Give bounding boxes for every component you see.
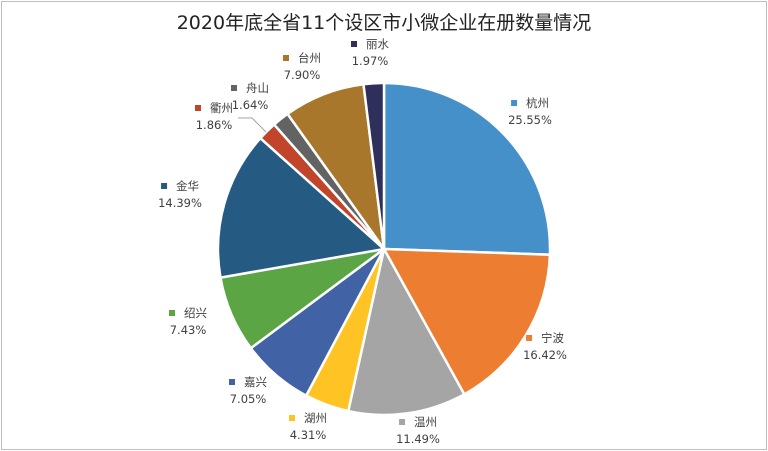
legend-marker	[283, 54, 289, 61]
category-label: 温州	[413, 415, 437, 429]
percent-label: 11.49%	[396, 432, 440, 446]
percent-label: 1.86%	[195, 118, 233, 132]
percent-label: 7.43%	[169, 323, 207, 337]
data-label: 丽水 1.97%	[351, 36, 389, 70]
legend-marker	[231, 84, 237, 91]
legend-marker	[229, 378, 235, 385]
percent-label: 16.42%	[523, 348, 567, 362]
percent-label: 1.64%	[231, 98, 269, 112]
pie-slice-2	[346, 245, 466, 417]
percent-label: 7.90%	[283, 68, 321, 82]
category-label: 丽水	[366, 37, 389, 51]
data-label: 绍兴 7.43%	[169, 305, 207, 339]
data-label: 金华 14.39%	[158, 178, 202, 212]
data-label: 湖州 4.31%	[289, 410, 327, 444]
data-label: 衢州 1.86%	[195, 100, 233, 134]
chart-title: 2020年底全省11个设区市小微企业在册数量情况	[176, 12, 592, 34]
category-label: 嘉兴	[244, 375, 267, 389]
pie-slice-10	[362, 81, 386, 250]
category-label: 宁波	[540, 331, 564, 345]
category-label: 金华	[175, 179, 199, 193]
data-label: 嘉兴 7.05%	[229, 374, 267, 408]
legend-marker	[398, 418, 405, 425]
category-label: 湖州	[304, 411, 327, 425]
percent-label: 14.39%	[158, 196, 202, 210]
percent-label: 25.55%	[508, 113, 552, 127]
legend-marker	[195, 104, 201, 111]
percent-label: 7.05%	[229, 392, 267, 406]
category-label: 台州	[298, 51, 321, 65]
data-label: 舟山 1.64%	[231, 80, 269, 114]
data-label: 宁波 16.42%	[523, 330, 567, 364]
legend-marker	[169, 309, 175, 316]
legend-marker	[160, 182, 167, 189]
leader-line	[238, 117, 267, 133]
legend-marker	[510, 99, 517, 106]
legend-marker	[525, 334, 532, 341]
percent-label: 4.31%	[289, 428, 327, 442]
category-label: 衢州	[210, 101, 233, 115]
data-label: 杭州 25.55%	[508, 95, 552, 129]
pie-slice-6	[216, 136, 387, 280]
category-label: 舟山	[246, 81, 269, 95]
percent-label: 1.97%	[351, 54, 389, 68]
data-label: 台州 7.90%	[283, 50, 321, 84]
category-label: 杭州	[525, 96, 549, 110]
legend-marker	[289, 414, 295, 421]
pie-slice-0	[382, 81, 552, 257]
data-label: 温州 11.49%	[396, 414, 440, 448]
legend-marker	[351, 40, 357, 47]
pie-slice-1	[381, 247, 552, 396]
category-label: 绍兴	[184, 306, 207, 320]
